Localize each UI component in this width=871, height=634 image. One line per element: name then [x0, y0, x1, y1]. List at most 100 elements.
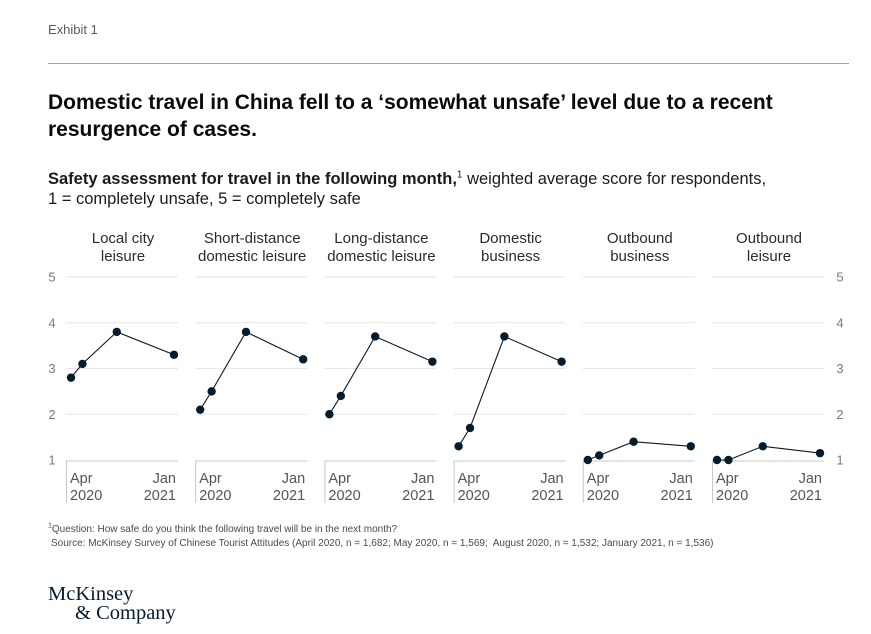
series-line [70, 331, 175, 378]
footnote-ref: 1 [456, 169, 463, 181]
subtitle-regular: weighted average score for respondents, [462, 170, 767, 188]
panel-title-line: business [610, 248, 669, 265]
panel-outbound-business: Outbound business Apr 2020 Jan 2021 [582, 230, 695, 504]
panel-domestic-business: Domestic business Apr 2020 Jan 2021 [453, 230, 566, 504]
data-point [686, 442, 695, 451]
y-tick-label-right: 2 [836, 407, 843, 422]
panel-title-line: Outbound [607, 230, 673, 247]
x-tick-year: 2020 [199, 488, 231, 504]
series-line [717, 445, 821, 461]
x-tick-label: Apr 2020 [458, 471, 490, 504]
data-point [712, 455, 722, 465]
x-tick-label: Apr 2020 [70, 471, 102, 504]
data-point [724, 455, 733, 465]
panel-title: Long-distance domestic leisure [327, 230, 435, 265]
x-tick-year: 2020 [716, 488, 748, 504]
data-point [815, 448, 825, 458]
data-point [370, 332, 380, 341]
footnote-question: 1Question: How safe do you think the fol… [48, 523, 858, 537]
x-tick-year: 2020 [328, 488, 360, 504]
y-tick-label-left: 3 [48, 361, 55, 376]
data-point [428, 357, 437, 366]
panel-title-line: Long-distance [334, 230, 428, 247]
x-tick-label: Apr 2020 [716, 471, 748, 504]
panel-title-line: leisure [101, 248, 145, 265]
data-point [241, 327, 251, 337]
panel-title: Domestic business [479, 230, 542, 265]
logo-line-2: & Company [75, 602, 176, 624]
x-tick-year: 2021 [661, 488, 693, 504]
series-line [199, 331, 304, 410]
y-tick-label-right: 3 [836, 361, 843, 376]
x-tick-label: Jan 2021 [661, 471, 693, 504]
data-point [325, 410, 334, 419]
data-point [112, 327, 121, 337]
y-tick-label-right: 4 [836, 315, 843, 330]
series-line [587, 441, 691, 461]
chart-title: Domestic travel in China fell to a ‘some… [48, 91, 773, 141]
panel-short-distance-domestic-leisure: Short-distance domestic leisure Apr 2020 Jan… [195, 230, 308, 504]
panel-title-line: Short-distance [204, 230, 301, 247]
data-point [454, 442, 463, 451]
x-tick-label: Apr 2020 [328, 471, 360, 504]
x-tick-month: Jan [282, 471, 305, 487]
header-divider [48, 63, 849, 64]
x-tick-month: Jan [540, 471, 563, 487]
data-point [595, 451, 604, 460]
panel-title-line: business [481, 248, 540, 265]
x-tick-label: Apr 2020 [199, 471, 231, 504]
x-tick-label: Jan 2021 [144, 471, 176, 504]
x-tick-month: Apr [70, 471, 93, 487]
panel-title-line: Outbound [736, 230, 802, 247]
data-point [336, 391, 346, 401]
series-line [458, 335, 562, 447]
data-point [299, 355, 308, 364]
footnotes: 1Question: How safe do you think the fol… [48, 523, 858, 551]
x-tick-year: 2020 [458, 488, 490, 504]
footnote-text: Question: How safe do you think the foll… [51, 524, 398, 535]
data-point [583, 455, 592, 465]
data-point [207, 387, 216, 396]
y-tick-label-left: 5 [48, 270, 55, 285]
panel-title: Outbound business [607, 230, 673, 265]
panel-local-city-leisure: Local city leisure Apr 2020 Jan 2021 [66, 230, 179, 504]
data-point [66, 373, 76, 382]
data-point [465, 423, 475, 433]
x-tick-month: Apr [587, 471, 610, 487]
y-tick-label-left: 4 [48, 315, 55, 330]
x-tick-year: 2021 [144, 488, 176, 504]
y-tick-label-right: 1 [836, 453, 843, 468]
x-tick-label: Jan 2021 [790, 471, 822, 504]
panel-title: Outbound leisure [736, 230, 802, 265]
mckinsey-logo: McKinsey & Company [48, 584, 176, 624]
y-tick-label-left: 2 [48, 407, 55, 422]
panel-title-line: leisure [747, 248, 791, 265]
panel-title: Short-distance domestic leisure [198, 230, 306, 265]
source-note: Source: McKinsey Survey of Chinese Touri… [51, 538, 714, 549]
panel-title-line: domestic leisure [198, 248, 306, 265]
panel-title-line: Domestic [479, 230, 542, 247]
x-tick-label: Apr 2020 [587, 471, 619, 504]
x-tick-year: 2021 [531, 488, 563, 504]
y-tick-label-right: 5 [836, 270, 843, 285]
subtitle-bold: Safety assessment for travel in the foll… [48, 170, 457, 188]
x-tick-month: Apr [328, 471, 351, 487]
footnote-number: 1 [48, 522, 52, 530]
series-line [328, 335, 433, 415]
data-point [758, 442, 767, 451]
panel-title: Local city leisure [92, 230, 155, 265]
x-tick-month: Apr [199, 471, 222, 487]
data-point [557, 357, 566, 366]
data-point [78, 359, 87, 369]
x-tick-month: Apr [716, 471, 739, 487]
x-tick-month: Jan [669, 471, 692, 487]
data-point [196, 405, 205, 414]
x-tick-year: 2021 [790, 488, 822, 504]
panel-outbound-leisure: Outbound leisure Apr 2020 Jan 2021 [712, 230, 825, 504]
y-tick-label-left: 1 [48, 453, 55, 468]
x-tick-month: Jan [153, 471, 176, 487]
data-point [629, 437, 638, 446]
x-tick-label: Jan 2021 [402, 471, 434, 504]
data-point [500, 332, 509, 341]
